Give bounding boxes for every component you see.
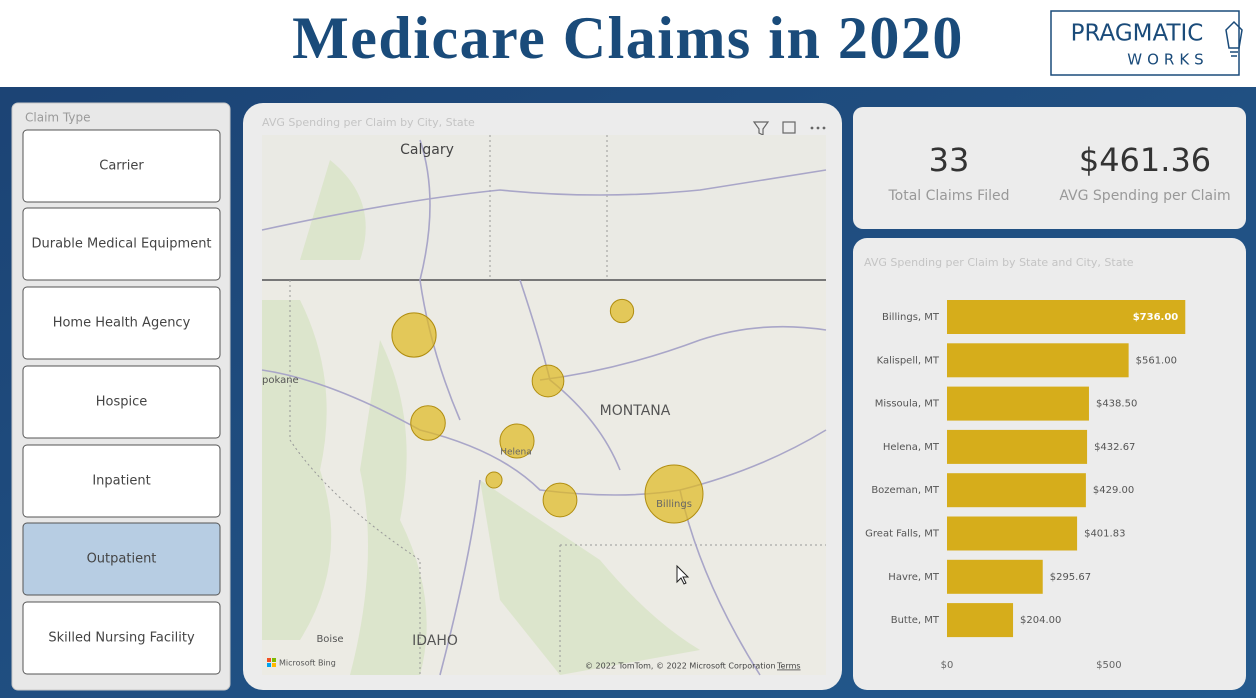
slicer-item[interactable]: Home Health Agency: [22, 286, 221, 360]
card-value: 33: [929, 141, 970, 179]
logo-box: [1050, 10, 1240, 76]
more-icon[interactable]: [810, 126, 826, 130]
y-tick-label: Butte, MT: [891, 615, 940, 626]
slicer-label[interactable]: Inpatient: [92, 474, 150, 489]
y-tick-label: Missoula, MT: [875, 399, 940, 410]
x-tick-label: $0: [941, 660, 954, 671]
slicer-item[interactable]: Outpatient: [22, 522, 221, 596]
bar: [947, 386, 1089, 421]
map-attribution: © 2022 TomTom, © 2022 Microsoft Corporat…: [585, 662, 776, 671]
focus-icon[interactable]: [782, 121, 796, 134]
map-bubble[interactable]: [542, 482, 578, 518]
header-band: [0, 0, 1256, 87]
x-tick-label: $500: [1096, 660, 1121, 671]
y-tick-label: Billings, MT: [882, 312, 940, 323]
bar: [947, 300, 1186, 334]
slicer-item[interactable]: Carrier: [22, 129, 221, 203]
map-terms[interactable]: Terms: [776, 662, 801, 671]
map-bubble[interactable]: [531, 364, 565, 398]
data-label: $432.67: [1094, 442, 1135, 453]
slicer-item[interactable]: Hospice: [22, 365, 221, 439]
data-label: $401.83: [1084, 529, 1125, 540]
card-label: AVG Spending per Claim: [1059, 188, 1230, 204]
map-label: IDAHO: [412, 633, 458, 649]
map-bubble[interactable]: [609, 298, 635, 324]
slicer-label[interactable]: Outpatient: [87, 552, 157, 567]
cursor: [676, 564, 690, 585]
map-bubble[interactable]: [391, 312, 437, 358]
map-bubbles: [391, 298, 704, 524]
slicer-button[interactable]: [22, 522, 221, 596]
map-bubble[interactable]: [644, 464, 704, 524]
slicer-item[interactable]: Durable Medical Equipment: [22, 207, 221, 281]
map-title: AVG Spending per Claim by City, State: [262, 116, 475, 129]
card-label: Total Claims Filed: [888, 188, 1010, 204]
map-label: MONTANA: [600, 403, 671, 419]
data-label: $736.00: [1133, 312, 1179, 323]
data-label: $438.50: [1096, 399, 1137, 410]
slicer-label[interactable]: Durable Medical Equipment: [31, 237, 211, 252]
map-label: Helena: [500, 448, 532, 458]
logo-icon: [1225, 20, 1243, 57]
slicer-button[interactable]: [22, 601, 221, 675]
card-value: $461.36: [1079, 141, 1211, 179]
bar: [947, 473, 1086, 508]
bar: [947, 429, 1088, 464]
map-label: Boise: [316, 634, 343, 645]
map-bubble[interactable]: [499, 423, 535, 459]
data-label: $429.00: [1093, 485, 1134, 496]
slicer-item[interactable]: Skilled Nursing Facility: [22, 601, 221, 675]
map-bubble[interactable]: [410, 405, 446, 441]
slicer-label[interactable]: Skilled Nursing Facility: [48, 631, 195, 646]
data-label: $204.00: [1020, 615, 1061, 626]
data-label: $561.00: [1136, 355, 1177, 366]
bar-chart-title: AVG Spending per Claim by State and City…: [864, 256, 1134, 269]
y-tick-label: Havre, MT: [888, 572, 940, 583]
slicer-label[interactable]: Hospice: [96, 395, 148, 410]
logo-text: PRAGMATIC: [1071, 21, 1204, 47]
map-bubble[interactable]: [485, 471, 503, 489]
map-label: pokane: [262, 375, 299, 386]
slicer-label[interactable]: Home Health Agency: [53, 316, 191, 331]
bar: [947, 516, 1078, 551]
bar-chart: $0 $500 Billings, MT $736.00 Kalispell, MT $5…: [865, 300, 1186, 671]
slicer-button[interactable]: [22, 444, 221, 518]
cards-panel: [853, 107, 1246, 229]
map-area: Calgary MONTANA IDAHO Boise Helena Billi…: [261, 135, 827, 676]
y-tick-label: Kalispell, MT: [877, 355, 940, 366]
slicer-label[interactable]: Carrier: [99, 159, 144, 174]
slicer-title: Claim Type: [25, 111, 90, 125]
map-label: Billings: [656, 499, 692, 510]
slicer-button[interactable]: [22, 365, 221, 439]
y-tick-label: Bozeman, MT: [871, 485, 940, 496]
slicer-button[interactable]: [22, 129, 221, 203]
logo-text: WORKS: [1127, 51, 1208, 69]
slicer-items: Carrier Durable Medical Equipment Home Hea…: [22, 129, 221, 675]
slicer-item[interactable]: Inpatient: [22, 444, 221, 518]
bar: [947, 559, 1043, 594]
data-label: $295.67: [1050, 572, 1091, 583]
slicer-button[interactable]: [22, 207, 221, 281]
bar: [947, 343, 1129, 378]
map-brand: Microsoft Bing: [279, 659, 336, 668]
page-title: Medicare Claims in 2020: [292, 5, 964, 71]
bing-logo: [267, 658, 276, 667]
terrain: [262, 160, 700, 675]
map-label: Calgary: [400, 142, 454, 158]
y-tick-label: Helena, MT: [883, 442, 940, 453]
slicer-button[interactable]: [22, 286, 221, 360]
bar: [947, 603, 1014, 638]
y-tick-label: Great Falls, MT: [865, 529, 940, 540]
